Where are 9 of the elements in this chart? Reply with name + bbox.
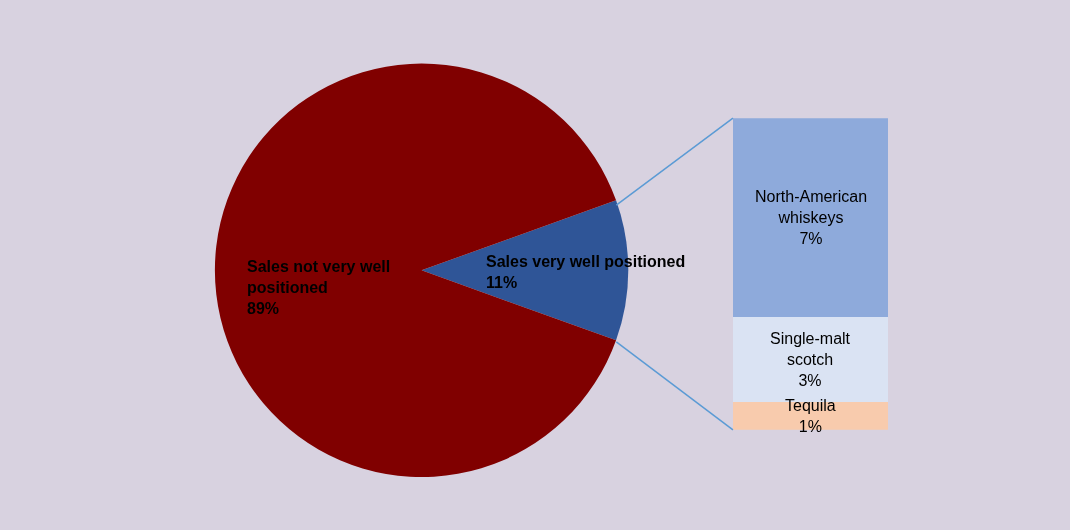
series-label: Tequila [785,397,836,414]
data-label: 7% [799,229,823,247]
data-label: 89% [247,299,280,317]
series-label: North-American whiskeys [755,188,868,226]
data-label: 1% [798,417,822,435]
slice-label: Sales not very well positioned [247,258,391,296]
series-label: Single-malt scotch [770,330,851,368]
data-label: 3% [798,371,822,389]
data-label: 11% [486,273,518,291]
